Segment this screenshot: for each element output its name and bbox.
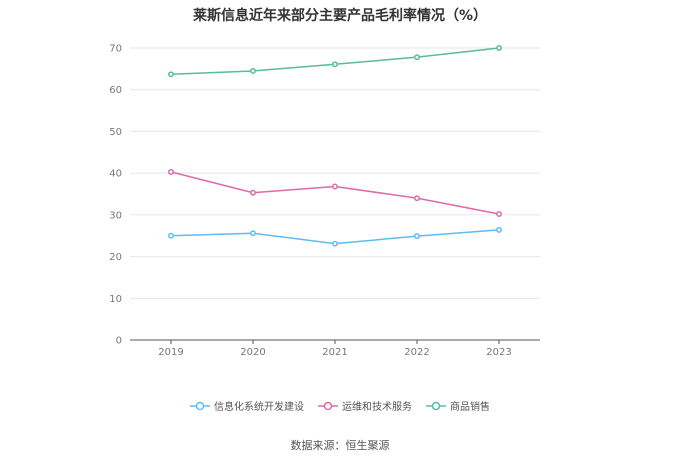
- chart-title: 莱斯信息近年来部分主要产品毛利率情况（%）: [192, 8, 488, 24]
- y-tick-label: 60: [109, 85, 122, 96]
- data-point[interactable]: [496, 45, 502, 51]
- data-point[interactable]: [414, 233, 420, 240]
- data-point[interactable]: [332, 61, 338, 68]
- legend-marker-icon: [318, 401, 338, 410]
- series-group: [168, 45, 502, 247]
- y-tick-label: 0: [116, 336, 122, 347]
- data-point[interactable]: [250, 230, 256, 237]
- data-point[interactable]: [414, 54, 420, 61]
- x-tick-label: 2020: [240, 347, 265, 358]
- x-tick-label: 2022: [404, 347, 429, 358]
- data-point[interactable]: [414, 195, 420, 202]
- legend-item-series-1[interactable]: 信息化系统开发建设: [190, 398, 304, 413]
- legend-label: 信息化系统开发建设: [214, 402, 304, 413]
- data-point[interactable]: [168, 232, 174, 239]
- axes: 0 10 20 30 40 50 60 70 2019 2020 2021 2022 2023: [109, 44, 540, 358]
- legend-label: 运维和技术服务: [342, 402, 412, 413]
- y-tick-label: 30: [109, 210, 122, 221]
- legend-item-series-3[interactable]: 商品销售: [426, 398, 490, 413]
- y-tick-label: 20: [109, 252, 122, 263]
- y-tick-label: 10: [109, 294, 122, 305]
- y-tick-label: 50: [109, 127, 122, 138]
- data-point[interactable]: [250, 189, 256, 196]
- data-point[interactable]: [250, 67, 256, 74]
- legend-marker-icon: [426, 401, 446, 410]
- y-tick-label: 70: [109, 44, 122, 55]
- data-point[interactable]: [168, 168, 174, 175]
- series-line: [170, 47, 500, 76]
- data-source-note: 数据来源：恒生聚源: [290, 439, 390, 452]
- legend-marker-icon: [190, 401, 210, 410]
- data-point[interactable]: [496, 211, 502, 217]
- legend-item-series-2[interactable]: 运维和技术服务: [318, 398, 412, 413]
- grid-lines: [130, 47, 540, 299]
- x-tick-label: 2019: [158, 347, 183, 358]
- y-tick-label: 40: [109, 169, 122, 180]
- x-tick-label: 2023: [486, 347, 511, 358]
- data-point[interactable]: [496, 226, 502, 233]
- legend-label: 商品销售: [450, 402, 490, 413]
- chart-legend: 信息化系统开发建设 运维和技术服务 商品销售: [0, 398, 680, 413]
- series-line: [170, 171, 500, 215]
- data-point[interactable]: [332, 240, 338, 247]
- x-tick-label: 2021: [322, 347, 347, 358]
- data-point[interactable]: [332, 183, 338, 190]
- data-point[interactable]: [168, 71, 174, 78]
